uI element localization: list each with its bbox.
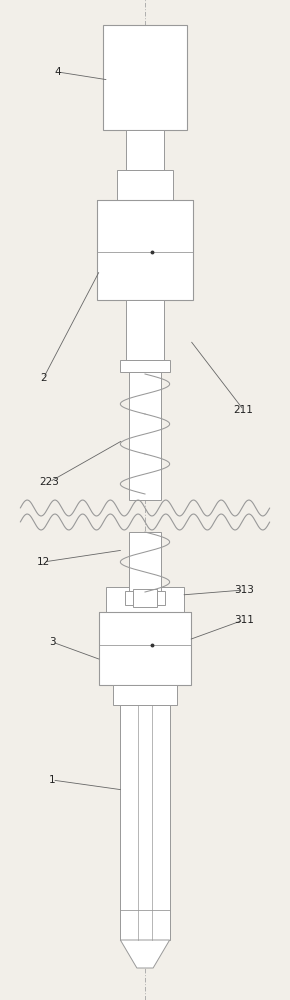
Text: 12: 12 (37, 557, 50, 567)
Bar (126, 300, 164, 360)
Bar (103, 25, 187, 130)
Text: 4: 4 (55, 67, 61, 77)
Text: 1: 1 (49, 775, 55, 785)
Bar (120, 360, 170, 372)
Bar (106, 587, 184, 612)
Text: 2: 2 (40, 373, 47, 383)
Text: 311: 311 (234, 615, 253, 625)
Bar (113, 685, 177, 705)
Bar (125, 591, 133, 605)
Text: 313: 313 (234, 585, 253, 595)
Polygon shape (120, 940, 170, 968)
Bar (117, 170, 173, 200)
Bar (129, 372, 161, 500)
Text: 223: 223 (39, 477, 59, 487)
Bar (120, 705, 170, 940)
Bar (133, 589, 157, 607)
Bar (157, 591, 165, 605)
Text: 3: 3 (49, 637, 55, 647)
Bar (126, 130, 164, 170)
Bar (97, 200, 193, 300)
Bar (99, 612, 191, 685)
Text: 211: 211 (234, 405, 253, 415)
Bar (129, 532, 161, 592)
